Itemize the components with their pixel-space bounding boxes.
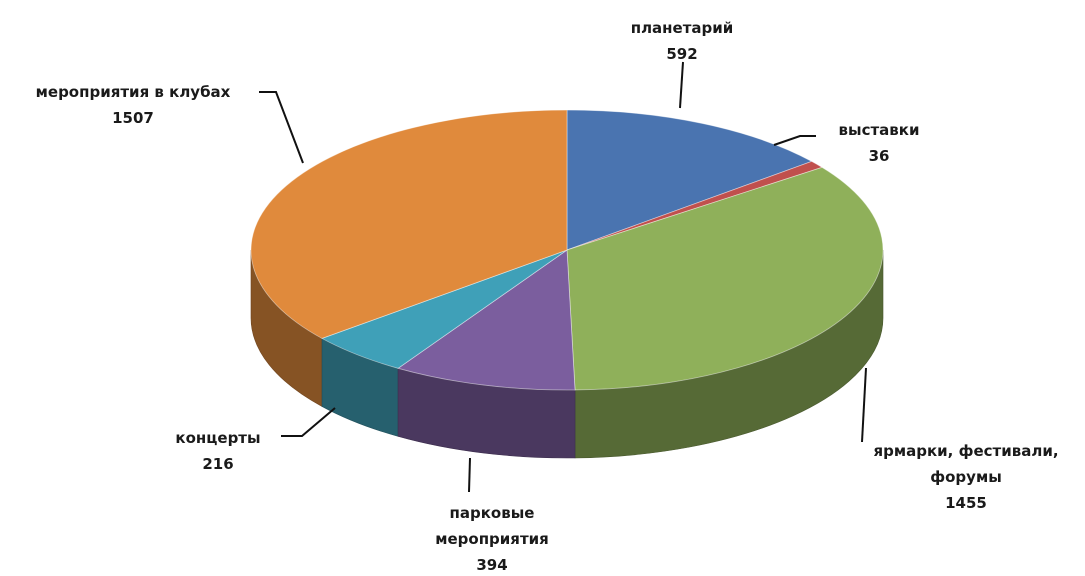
- data-label-line: ярмарки, фестивали,: [873, 442, 1058, 460]
- data-label-line: мероприятия в клубах: [36, 83, 231, 101]
- data-label-line: 36: [869, 147, 890, 165]
- leader-line-выставки: [773, 135, 816, 146]
- data-label-ярмарки-фестивали-форумы: ярмарки, фестивали, форумы 1455: [873, 442, 1058, 512]
- pie-slice-планетарий: [566, 109, 813, 251]
- data-label-line: мероприятия: [435, 530, 549, 548]
- leader-line-мероприятия-в-клубах: [259, 91, 304, 164]
- pie-slice-ярмарки-фестивали-форумы: [566, 166, 884, 391]
- leader-line-ярмарки-фестивали-форумы: [861, 367, 867, 443]
- data-labels: планетарий 592 выставки 36 ярмарки, фестивал…: [36, 19, 1059, 574]
- pie-slice-парковые-мероприятия: [397, 249, 576, 391]
- leader-line-концерты: [281, 407, 336, 437]
- pie-top-layer: [250, 109, 884, 391]
- data-label-line: 592: [666, 45, 697, 63]
- data-label-планетарий: планетарий 592: [631, 19, 734, 63]
- data-label-line: выставки: [839, 121, 920, 139]
- data-label-line: концерты: [175, 429, 260, 447]
- data-label-line: планетарий: [631, 19, 734, 37]
- data-label-line: парковые: [450, 504, 535, 522]
- data-label-line: 216: [202, 455, 233, 473]
- data-label-line: 394: [476, 556, 507, 574]
- data-label-выставки: выставки 36: [839, 121, 920, 165]
- data-label-line: 1455: [945, 494, 987, 512]
- data-label-мероприятия-в-клубах: мероприятия в клубах 1507: [36, 83, 231, 127]
- leader-line-парковые-мероприятия: [468, 457, 471, 493]
- data-label-line: 1507: [112, 109, 154, 127]
- pie-slice-мероприятия-в-клубах: [250, 109, 568, 339]
- data-label-line: форумы: [930, 468, 1002, 486]
- data-label-концерты: концерты 216: [175, 429, 260, 473]
- leader-lines: [259, 61, 867, 493]
- leader-line-планетарий: [679, 61, 684, 109]
- data-label-парковые-мероприятия: парковые мероприятия 394: [435, 504, 549, 574]
